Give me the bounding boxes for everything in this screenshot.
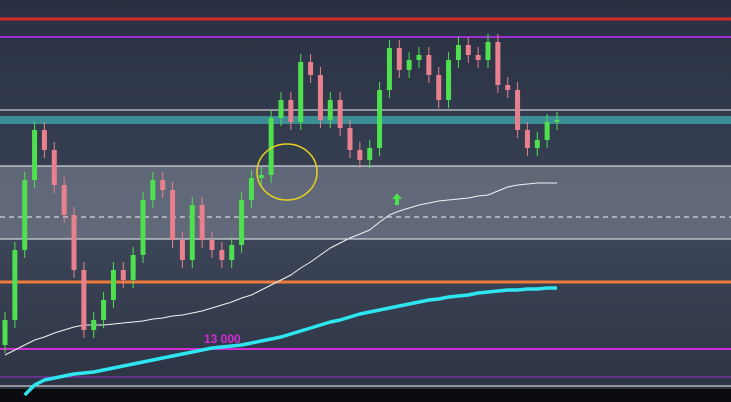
candle-body [327,100,333,120]
candle-body [515,90,521,130]
candle-body [544,122,550,140]
candle-body [377,90,383,148]
candle-body [140,200,146,255]
candle-body [81,270,87,330]
candle-body [239,200,245,245]
candle-body [248,178,254,200]
candle-body [357,150,363,160]
candle-body [101,300,107,320]
candle-body [51,150,57,185]
candle-body [505,85,511,90]
candle-body [179,240,185,260]
candle-body [258,175,264,178]
candle-body [199,205,205,240]
band [0,116,731,124]
candle-body [160,180,166,190]
candle-body [130,255,136,280]
candle-body [189,205,195,260]
highlight-circle [256,143,318,201]
candle-body [485,42,491,60]
candle-body [229,245,235,260]
moving-average [4,182,557,356]
candle-body [426,55,432,75]
candle-body [2,320,8,345]
candle-body [475,55,481,60]
candle-body [396,48,402,70]
candle-body [110,270,116,300]
candle-body [347,128,353,150]
candle-body [209,240,215,250]
candle-body [455,45,461,60]
candle-body [41,130,47,150]
candle-body [268,118,274,175]
candle-body [446,60,452,100]
candle-body [436,75,442,100]
candle-body [554,120,560,122]
candle-body [495,42,501,85]
candle-body [317,75,323,120]
zone [0,166,731,239]
candle-body [298,62,304,122]
candle-body [416,55,422,60]
candle-body [386,48,392,90]
candle-body [524,130,530,148]
candle-body [22,180,28,250]
candle-body [534,140,540,148]
candle-body [308,62,314,75]
candle-body [406,60,412,70]
candle-body [465,45,471,55]
candle-body [150,180,156,200]
moving-average [23,286,557,397]
candle-body [367,148,373,160]
candle-body [71,215,77,270]
candle-body [32,130,38,180]
candle-body [61,185,67,215]
candle-body [91,320,97,330]
up-arrow [392,193,402,205]
candle-body [337,100,343,128]
candle-body [12,250,18,320]
candle-body [219,250,225,260]
bottom-strip [0,389,731,402]
candle-body [288,100,294,122]
level-label: 13 000 [204,332,241,346]
candle-body [278,100,284,118]
candle-body [170,190,176,240]
candle-body [120,270,126,280]
